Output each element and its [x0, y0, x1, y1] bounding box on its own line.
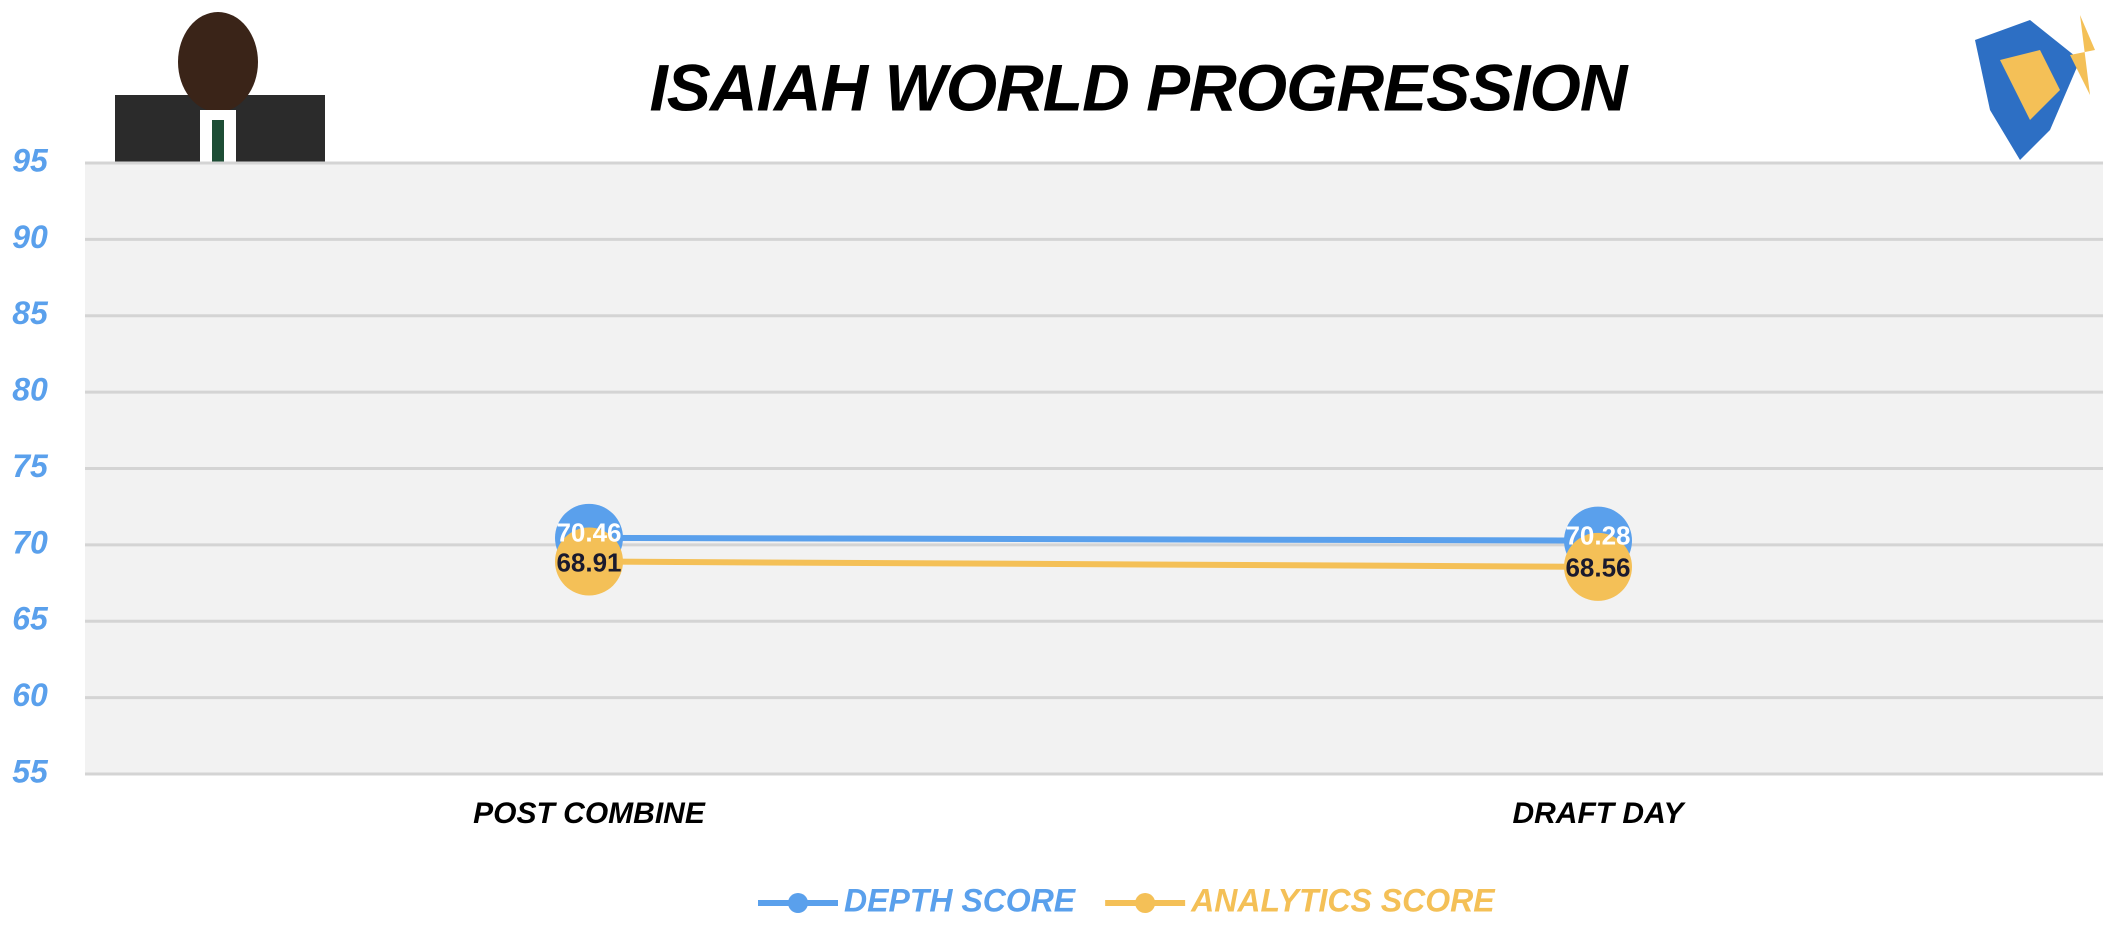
legend-label: ANALYTICS SCORE — [1190, 882, 1496, 918]
chart-title: ISAIAH WORLD PROGRESSION — [649, 50, 1628, 124]
data-label: 68.56 — [1565, 553, 1630, 583]
legend-marker — [1135, 893, 1156, 913]
y-tick-label: 90 — [12, 219, 48, 255]
y-tick-label: 85 — [12, 295, 49, 331]
team-logo — [1975, 15, 2095, 160]
x-tick-label: POST COMBINE — [473, 797, 706, 830]
legend-marker — [788, 893, 808, 913]
series-line — [588, 534, 1599, 544]
y-tick-label: 80 — [12, 372, 48, 408]
player-photo — [115, 12, 325, 163]
data-label: 70.28 — [1565, 520, 1630, 550]
legend-label: DEPTH SCORE — [844, 882, 1077, 918]
y-tick-label: 55 — [12, 753, 49, 789]
data-label: 68.91 — [556, 547, 621, 577]
data-point — [1564, 532, 1632, 601]
data-point — [555, 527, 623, 596]
data-label: 70.46 — [556, 518, 621, 548]
x-tick-label: DRAFT DAY — [1512, 797, 1686, 830]
legend: DEPTH SCORE ANALYTICS SCORE — [758, 882, 1496, 918]
y-tick-label: 95 — [12, 142, 49, 178]
series-line — [588, 558, 1599, 570]
y-tick-label: 60 — [12, 677, 48, 713]
y-tick-label: 65 — [12, 601, 49, 637]
y-tick-label: 75 — [12, 448, 49, 484]
y-tick-label: 70 — [12, 524, 48, 560]
